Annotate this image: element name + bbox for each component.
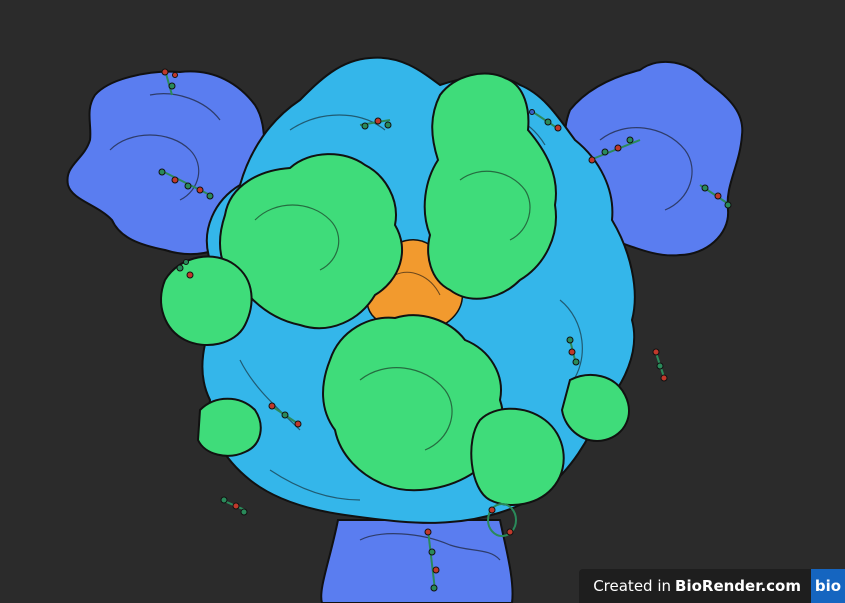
glycan-right-lobe: [588, 136, 732, 209]
glycan-top-center: [359, 117, 392, 130]
glycan-bottom: [424, 503, 517, 592]
green-domain-lower-right: [470, 374, 630, 506]
glycan-upper-right: [529, 109, 562, 132]
green-domain-bottom-center: [322, 314, 505, 492]
glycan-left-mid: [176, 259, 194, 279]
biorender-watermark: Created in BioRender.com bio: [579, 569, 845, 603]
green-domain-upper-left: [219, 153, 404, 330]
green-domain-lower-left: [196, 397, 262, 457]
glycan-decorations: [158, 68, 732, 592]
glycan-right-mid: [566, 336, 668, 382]
glycan-lower-left: [220, 402, 302, 516]
green-domain-left-flank: [160, 255, 253, 346]
green-domain-upper-right: [423, 72, 557, 300]
watermark-text: Created in BioRender.com: [579, 569, 811, 603]
watermark-prefix: Created in: [593, 577, 672, 595]
watermark-brand: BioRender.com: [675, 577, 801, 595]
biorender-logo-icon: bio: [811, 569, 845, 603]
glycan-top-left: [161, 68, 178, 96]
stalk-domain: [320, 519, 514, 603]
glycan-left-lobe: [158, 168, 214, 200]
